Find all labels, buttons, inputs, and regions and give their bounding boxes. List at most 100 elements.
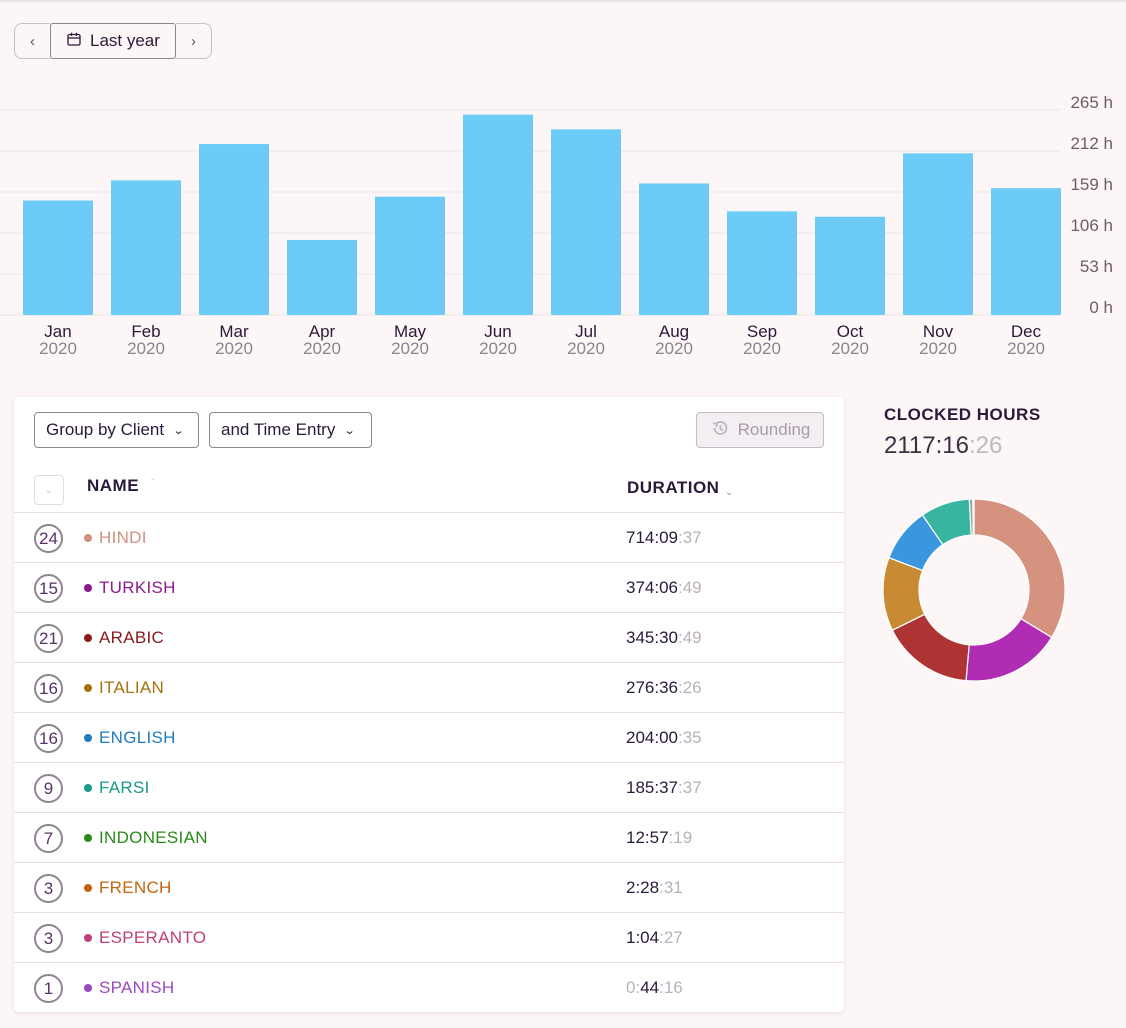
duration-seconds: :27 [659, 928, 683, 947]
y-tick-label: 0 h [1089, 298, 1113, 317]
x-tick-year-label: 2020 [215, 339, 253, 358]
x-tick-month-label: Aug [659, 322, 689, 341]
x-tick-month-label: Oct [837, 322, 864, 341]
x-tick-year-label: 2020 [39, 339, 77, 358]
duration-zero-prefix: 0: [626, 978, 641, 997]
duration-seconds: :37 [678, 778, 702, 797]
column-header-duration[interactable]: DURATION [627, 478, 720, 497]
previous-period-button[interactable]: ‹ [14, 23, 50, 59]
client-color-dot [84, 884, 92, 892]
duration-main: 12:57 [626, 828, 669, 847]
x-tick-month-label: Jul [575, 322, 597, 341]
client-share-donut-chart [882, 498, 1066, 682]
y-tick-label: 53 h [1080, 257, 1113, 276]
x-tick-year-label: 2020 [1007, 339, 1045, 358]
report-table-card: Group by Client ⌄ and Time Entry ⌄ Round… [14, 397, 844, 1012]
chevron-down-icon: ⌄ [44, 484, 54, 496]
duration-seconds: :31 [659, 878, 683, 897]
table-row[interactable]: 3 FRENCH 2:28:31 [14, 863, 844, 913]
client-color-dot [84, 984, 92, 992]
table-row[interactable]: 1 SPANISH 0:44:16 [14, 963, 844, 1013]
calendar-icon [67, 31, 81, 51]
bar[interactable] [551, 129, 621, 315]
expand-all-toggle[interactable]: ⌄ [34, 475, 64, 505]
x-tick-month-label: Sep [747, 322, 777, 341]
top-divider [0, 0, 1126, 2]
bar[interactable] [463, 114, 533, 315]
bar[interactable] [815, 216, 885, 315]
client-color-dot [84, 534, 92, 542]
sort-down-icon[interactable]: ⌄ [725, 487, 734, 498]
table-row[interactable]: 3 ESPERANTO 1:04:27 [14, 913, 844, 963]
chevron-right-icon: › [190, 32, 196, 50]
table-header: ⌄ NAME ⌃ DURATION ⌄ [14, 473, 844, 513]
bar[interactable] [727, 211, 797, 315]
entry-count-badge[interactable]: 9 [34, 774, 63, 803]
duration-value: 204:00:35 [626, 728, 702, 748]
next-period-button[interactable]: › [175, 23, 212, 59]
client-name: ENGLISH [99, 728, 176, 747]
y-tick-label: 159 h [1070, 175, 1113, 194]
table-row[interactable]: 21 ARABIC 345:30:49 [14, 613, 844, 663]
duration-main: 345:30 [626, 628, 678, 647]
client-name: INDONESIAN [99, 828, 208, 847]
donut-slice[interactable] [973, 498, 1066, 639]
chevron-down-icon: ⌄ [172, 424, 185, 437]
bar[interactable] [903, 153, 973, 315]
x-tick-year-label: 2020 [743, 339, 781, 358]
group-by-label: Group by Client [46, 420, 165, 439]
duration-main: 185:37 [626, 778, 678, 797]
x-tick-year-label: 2020 [303, 339, 341, 358]
entry-count-badge[interactable]: 16 [34, 674, 63, 703]
duration-value: 12:57:19 [626, 828, 692, 848]
duration-main: 2:28 [626, 878, 660, 897]
table-row[interactable]: 7 INDONESIAN 12:57:19 [14, 813, 844, 863]
x-tick-year-label: 2020 [831, 339, 869, 358]
entry-count-badge[interactable]: 21 [34, 624, 63, 653]
x-tick-month-label: Jan [44, 322, 71, 341]
duration-seconds: :49 [678, 628, 702, 647]
entry-count-badge[interactable]: 15 [34, 574, 63, 603]
entry-count-badge[interactable]: 16 [34, 724, 63, 753]
entry-count-badge[interactable]: 3 [34, 924, 63, 953]
sort-up-icon[interactable]: ⌃ [149, 477, 157, 487]
table-row[interactable]: 16 ITALIAN 276:36:26 [14, 663, 844, 713]
period-switcher: ‹ Last year › [14, 23, 212, 59]
bar[interactable] [199, 144, 269, 315]
bar[interactable] [287, 239, 357, 315]
group-by-select[interactable]: Group by Client ⌄ [34, 412, 199, 448]
table-row[interactable]: 9 FARSI 185:37:37 [14, 763, 844, 813]
sub-group-select[interactable]: and Time Entry ⌄ [209, 412, 372, 448]
sub-group-label: and Time Entry [221, 420, 336, 439]
duration-value: 345:30:49 [626, 628, 702, 648]
bar[interactable] [375, 196, 445, 315]
x-tick-month-label: Dec [1011, 322, 1042, 341]
date-range-button[interactable]: Last year [50, 23, 176, 59]
bar[interactable] [991, 188, 1061, 315]
duration-seconds: :35 [678, 728, 702, 747]
client-color-dot [84, 934, 92, 942]
client-color-dot [84, 634, 92, 642]
duration-value: 714:09:37 [626, 528, 702, 548]
column-header-name[interactable]: NAME [87, 476, 140, 495]
bar[interactable] [639, 183, 709, 315]
x-tick-month-label: May [394, 322, 427, 341]
duration-main: 374:06 [626, 578, 678, 597]
bar[interactable] [23, 200, 93, 315]
entry-count-badge[interactable]: 7 [34, 824, 63, 853]
rounding-button[interactable]: Rounding [696, 412, 824, 448]
table-row[interactable]: 15 TURKISH 374:06:49 [14, 563, 844, 613]
duration-seconds: :16 [659, 978, 683, 997]
client-color-dot [84, 584, 92, 592]
table-row[interactable]: 24 HINDI 714:09:37 [14, 513, 844, 563]
duration-value: 374:06:49 [626, 578, 702, 598]
entry-count-badge[interactable]: 3 [34, 874, 63, 903]
entry-count-badge[interactable]: 24 [34, 524, 63, 553]
x-tick-year-label: 2020 [479, 339, 517, 358]
duration-seconds: :49 [678, 578, 702, 597]
table-row[interactable]: 16 ENGLISH 204:00:35 [14, 713, 844, 763]
entry-count-badge[interactable]: 1 [34, 974, 63, 1003]
duration-main: 44 [640, 978, 660, 997]
bar[interactable] [111, 180, 181, 315]
